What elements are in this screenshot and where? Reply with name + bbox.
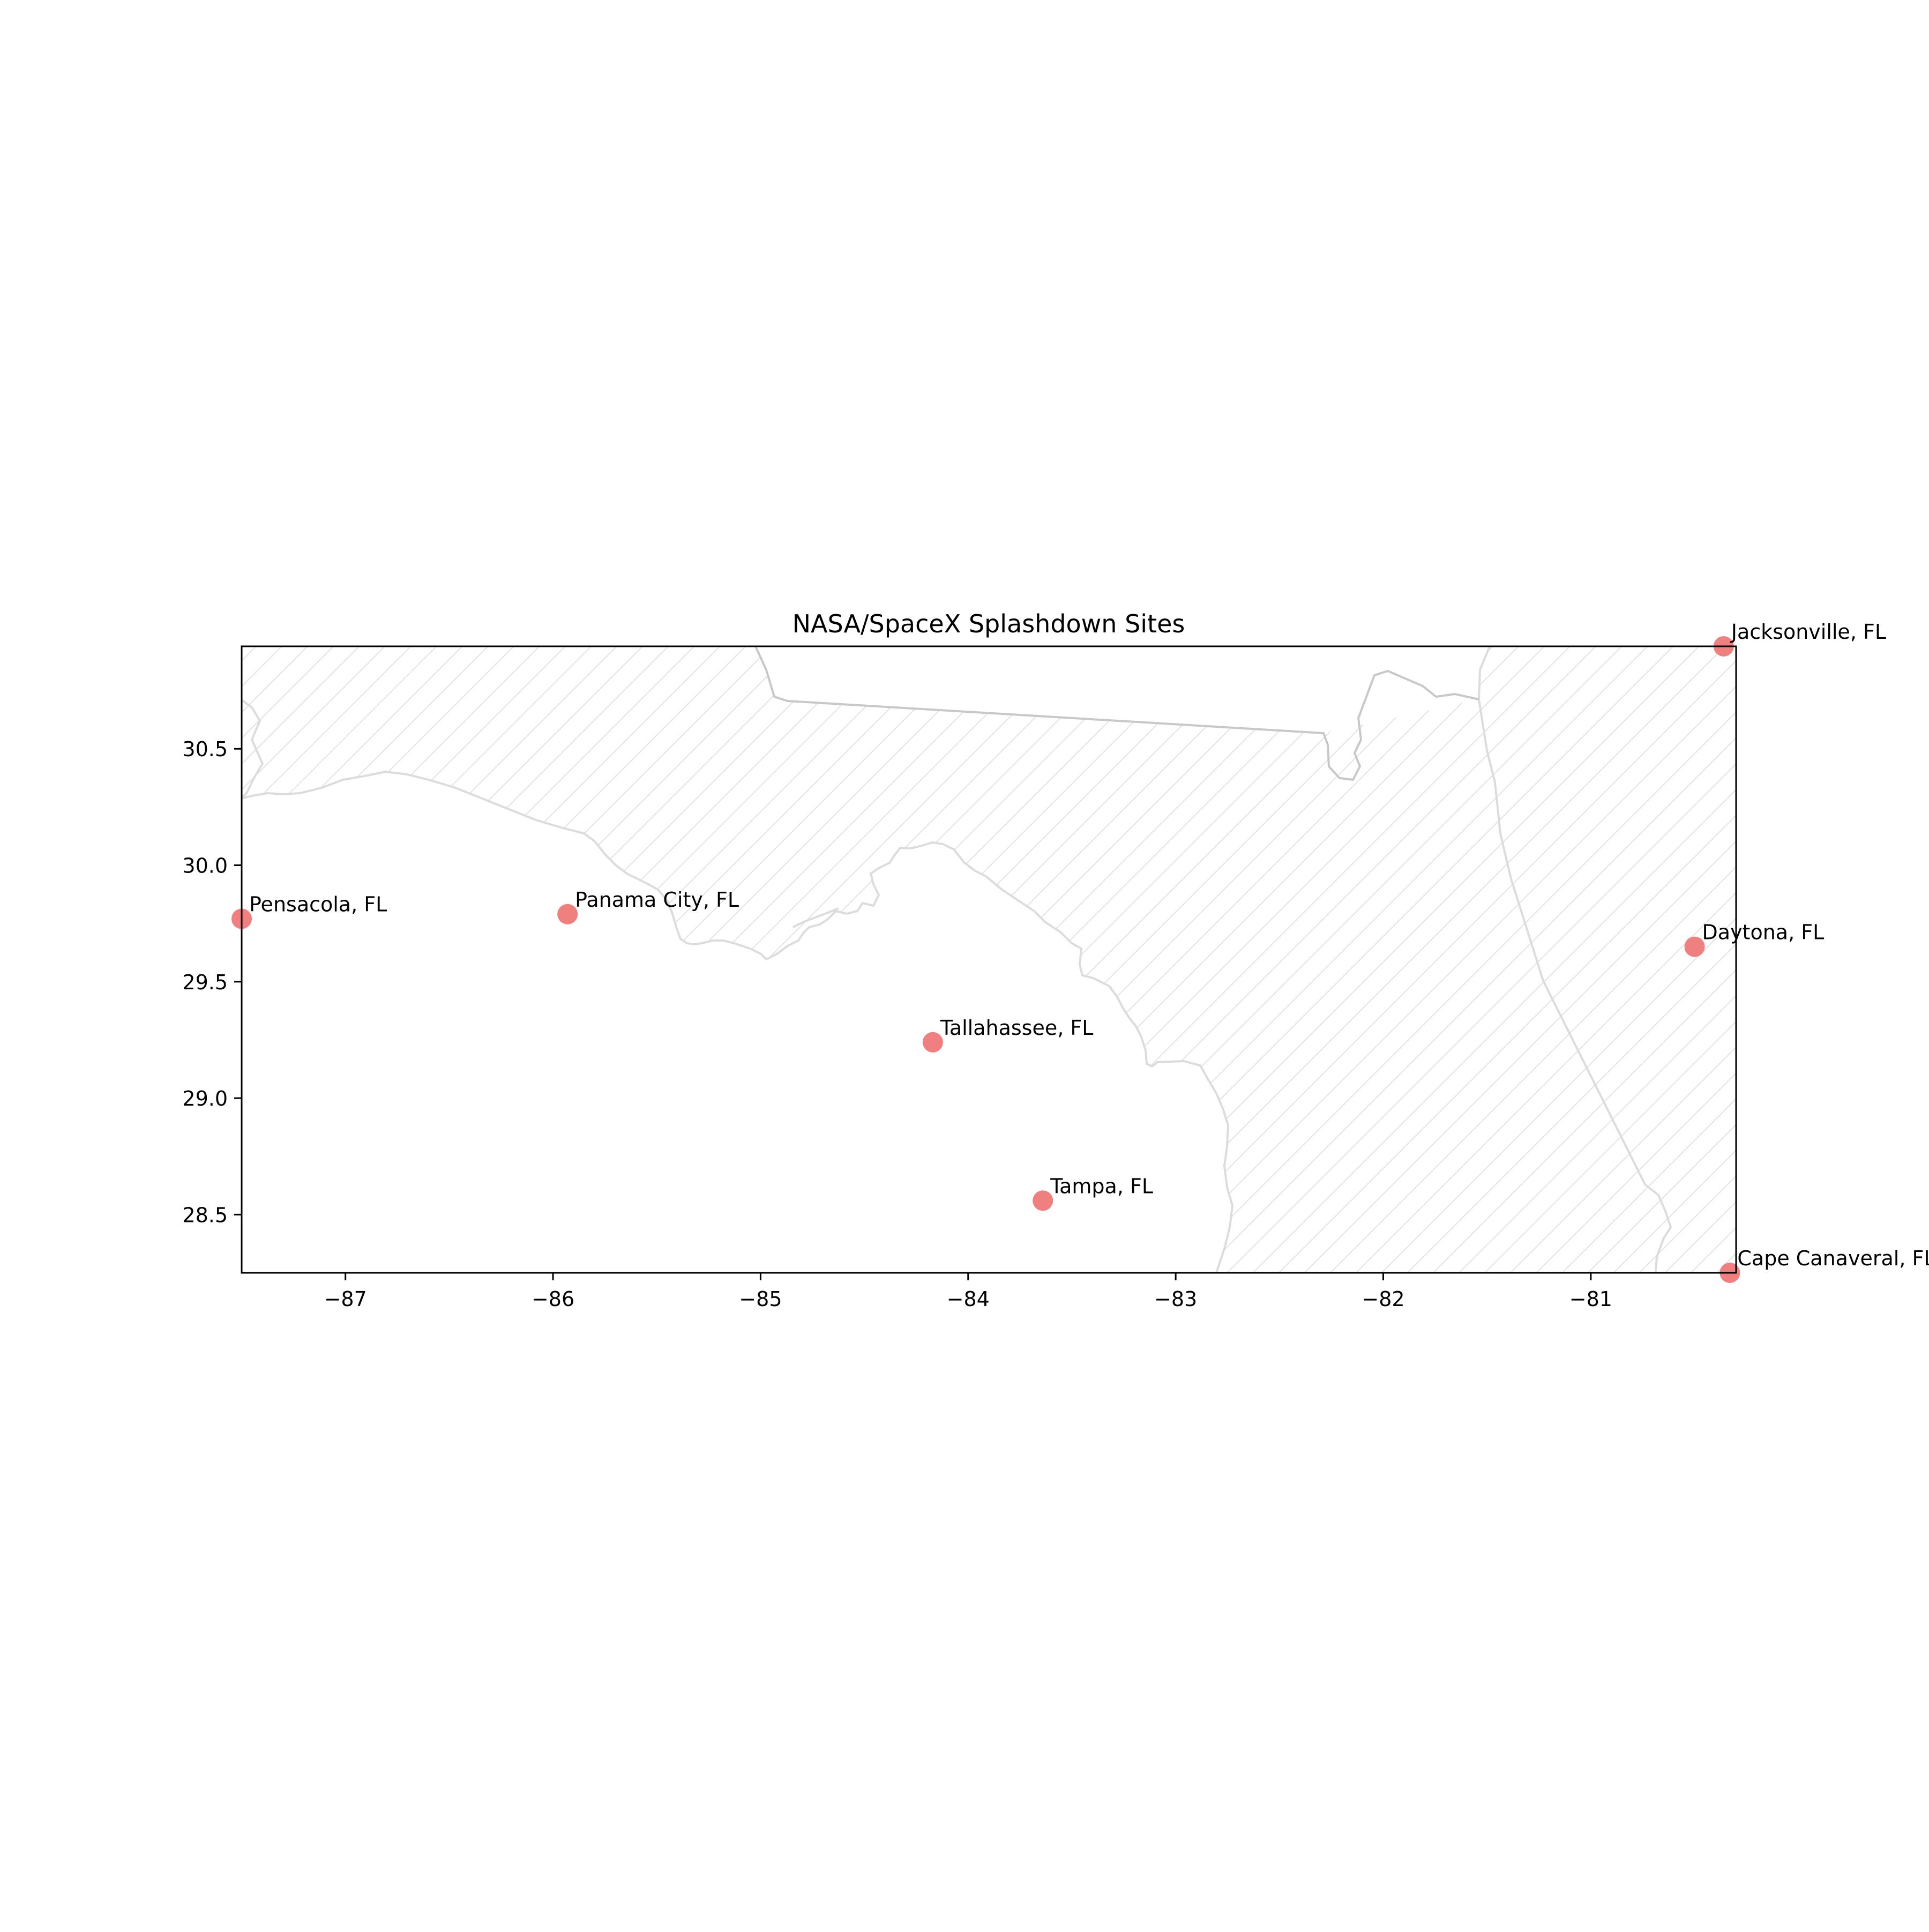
- y-tick-label: 30.0: [182, 854, 228, 877]
- y-tick-label: 28.5: [182, 1203, 228, 1227]
- x-tick-label: −87: [324, 1287, 367, 1311]
- site-label: Tampa, FL: [1050, 1174, 1153, 1198]
- site-marker: [1033, 1190, 1053, 1211]
- x-axis: −87 −86 −85 −84 −83 −82 −81: [324, 1273, 1612, 1311]
- land-mass: [242, 646, 1736, 1273]
- site-label: Panama City, FL: [575, 888, 739, 912]
- land-layer: [242, 646, 1736, 1273]
- chart-title: NASA/SpaceX Splashdown Sites: [792, 609, 1185, 638]
- coastline: [242, 646, 1672, 1273]
- y-tick-label: 29.5: [182, 971, 228, 994]
- site-label: Cape Canaveral, FL: [1737, 1247, 1929, 1270]
- state-border: [754, 646, 1479, 781]
- site-marker: [1684, 936, 1705, 957]
- x-tick-label: −82: [1362, 1287, 1404, 1311]
- y-tick-label: 29.0: [182, 1087, 228, 1110]
- x-tick-label: −84: [947, 1287, 990, 1311]
- site-label: Jacksonville, FL: [1730, 620, 1886, 644]
- y-axis: 28.5 29.0 29.5 30.0 30.5: [182, 737, 242, 1227]
- site-label: Tallahassee, FL: [940, 1016, 1094, 1040]
- site-labels: Pensacola, FL Panama City, FL Tallahassee,…: [249, 620, 1929, 1270]
- y-tick-label: 30.5: [182, 737, 228, 761]
- site-label: Daytona, FL: [1702, 921, 1825, 944]
- site-marker: [557, 904, 578, 924]
- x-tick-label: −85: [739, 1287, 782, 1311]
- x-tick-label: −81: [1569, 1287, 1612, 1311]
- plot-frame: [241, 645, 1737, 1274]
- site-marker: [922, 1032, 943, 1053]
- x-tick-label: −86: [532, 1287, 574, 1311]
- x-tick-label: −83: [1154, 1287, 1197, 1311]
- site-label: Pensacola, FL: [249, 892, 387, 916]
